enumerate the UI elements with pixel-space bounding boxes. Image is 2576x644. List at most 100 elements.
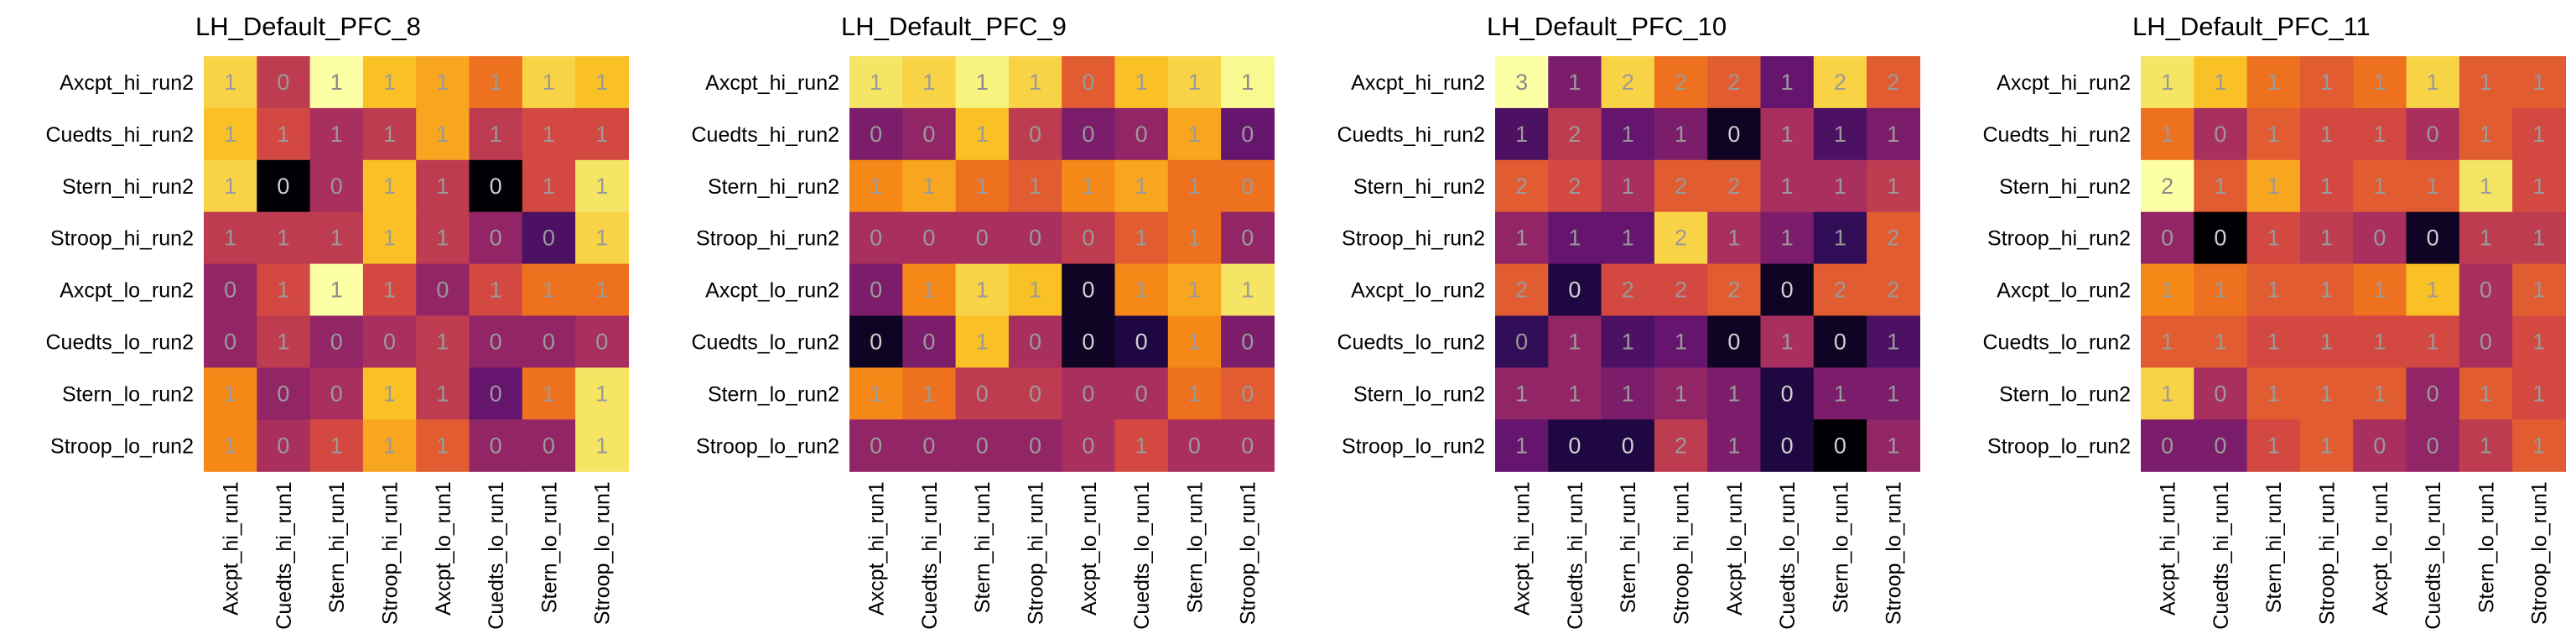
heatmap-cell (1062, 159, 1116, 213)
heatmap-cell-label: 1 (1568, 381, 1581, 406)
heatmap-cell-label: 1 (870, 174, 882, 199)
y-tick-label: Cuedts_hi_run2 (45, 123, 194, 147)
heatmap-cell-label: 1 (1568, 329, 1581, 354)
heatmap-cell-label: 1 (1188, 381, 1201, 406)
heatmap-cell-label: 0 (870, 226, 882, 251)
heatmap-cell-label: 1 (1675, 122, 1687, 147)
heatmap-cell-label: 0 (976, 381, 989, 406)
heatmap-cell-label: 1 (922, 278, 935, 303)
heatmap-cell (1167, 56, 1222, 109)
heatmap-cell-label: 0 (543, 433, 555, 458)
heatmap-cell-label: 1 (1781, 226, 1794, 251)
heatmap-cell-label: 0 (870, 122, 882, 147)
heatmap-cell-label: 0 (277, 433, 289, 458)
heatmap-cell-label: 1 (330, 278, 343, 303)
heatmap-cell (309, 211, 364, 265)
heatmap-cell-label: 0 (1082, 433, 1094, 458)
heatmap-cell (902, 107, 957, 161)
heatmap-cell-label: 0 (224, 329, 236, 354)
heatmap-cell (2141, 315, 2194, 368)
x-tick-label: Axcpt_lo_run1 (2369, 481, 2392, 615)
heatmap-cell (1548, 367, 1602, 420)
heatmap-cell-label: 1 (922, 174, 935, 199)
heatmap-cell-label: 0 (1781, 381, 1794, 406)
heatmap-cell-label: 0 (490, 381, 502, 406)
heatmap-cell-label: 0 (490, 174, 502, 199)
heatmap-cell (2194, 419, 2248, 472)
heatmap-cell-label: 1 (2427, 329, 2439, 354)
heatmap-cell (1867, 107, 1920, 161)
heatmap-cell (1548, 419, 1602, 472)
heatmap-cell (2353, 159, 2407, 213)
heatmap-cell-label: 1 (1834, 122, 1846, 147)
heatmap-cell (309, 159, 364, 213)
heatmap-cell (2406, 107, 2460, 161)
heatmap-cell (1813, 263, 1867, 317)
heatmap-cell-label: 1 (1675, 381, 1687, 406)
heatmap-cell-label: 1 (2532, 174, 2545, 199)
heatmap-cell-label: 1 (277, 226, 289, 251)
heatmap-cell (204, 211, 257, 265)
heatmap-title: LH_Default_PFC_9 (841, 12, 1067, 41)
heatmap-cell (1167, 159, 1222, 213)
heatmap-cell (469, 263, 523, 317)
heatmap-cell-label: 0 (543, 226, 555, 251)
heatmap-cell-label: 1 (1727, 433, 1740, 458)
heatmap-cell (575, 107, 629, 161)
heatmap-cell (1221, 315, 1275, 368)
heatmap-cell-label: 0 (1241, 329, 1254, 354)
heatmap-cell-label: 1 (1188, 70, 1201, 95)
heatmap-cell-label: 0 (1082, 329, 1094, 354)
heatmap-cell (1221, 107, 1275, 161)
y-tick-label: Axcpt_hi_run2 (705, 71, 839, 95)
x-tick-label: Cuedts_lo_run1 (1776, 481, 1800, 630)
x-tick-label: Stroop_hi_run1 (2316, 481, 2340, 625)
heatmap-cell-label: 1 (2373, 122, 2386, 147)
x-tick-label: Axcpt_hi_run1 (220, 481, 243, 615)
heatmap-cell (1601, 367, 1655, 420)
heatmap-cell-label: 2 (1515, 174, 1528, 199)
heatmap-cell-label: 1 (1241, 278, 1254, 303)
heatmap-cell (2141, 211, 2194, 265)
heatmap-cell (2299, 367, 2354, 420)
y-tick-label: Stroop_hi_run2 (1987, 227, 2131, 251)
heatmap-cell (1221, 211, 1275, 265)
heatmap-cell (1601, 263, 1655, 317)
heatmap-cell-label: 1 (383, 381, 396, 406)
y-tick-label: Stern_hi_run2 (1353, 175, 1485, 199)
heatmap-cell (416, 419, 470, 472)
heatmap-cell (849, 263, 903, 317)
heatmap-cell (902, 211, 957, 265)
heatmap-cell-label: 1 (1887, 122, 1899, 147)
heatmap-cell-label: 1 (1834, 381, 1846, 406)
heatmap-cell (1221, 159, 1275, 213)
heatmap-cell (1867, 367, 1920, 420)
heatmap-cell (257, 315, 311, 368)
heatmap-cell-label: 0 (1082, 278, 1094, 303)
heatmap-cell-label: 0 (490, 433, 502, 458)
y-tick-label: Axcpt_lo_run2 (1997, 279, 2131, 303)
heatmap-cell (1813, 159, 1867, 213)
heatmap-cell (2299, 107, 2354, 161)
x-tick-label: Stern_lo_run1 (1829, 481, 1852, 613)
heatmap-cell (1495, 315, 1549, 368)
heatmap-cell (1008, 315, 1062, 368)
heatmap-cell (522, 211, 576, 265)
heatmap-cell-label: 1 (330, 226, 343, 251)
heatmap-cell-label: 1 (595, 381, 608, 406)
heatmap-cell-label: 1 (224, 226, 236, 251)
x-tick-label: Axcpt_hi_run1 (865, 481, 889, 615)
heatmap-cell-label: 1 (1622, 174, 1634, 199)
heatmap-cell-label: 0 (1188, 433, 1201, 458)
heatmap-cell (2246, 159, 2301, 213)
heatmap-cell (1008, 107, 1062, 161)
heatmap-cell-label: 1 (277, 122, 289, 147)
heatmap-cell (309, 367, 364, 420)
heatmap-cell-label: 1 (436, 329, 449, 354)
heatmap-cell-label: 1 (224, 174, 236, 199)
heatmap-cell-label: 1 (2532, 433, 2545, 458)
heatmap-cell-label: 0 (2161, 433, 2174, 458)
heatmap-cell (1167, 107, 1222, 161)
heatmap-cell-label: 0 (1082, 381, 1094, 406)
heatmap-cell-label: 1 (2267, 278, 2280, 303)
